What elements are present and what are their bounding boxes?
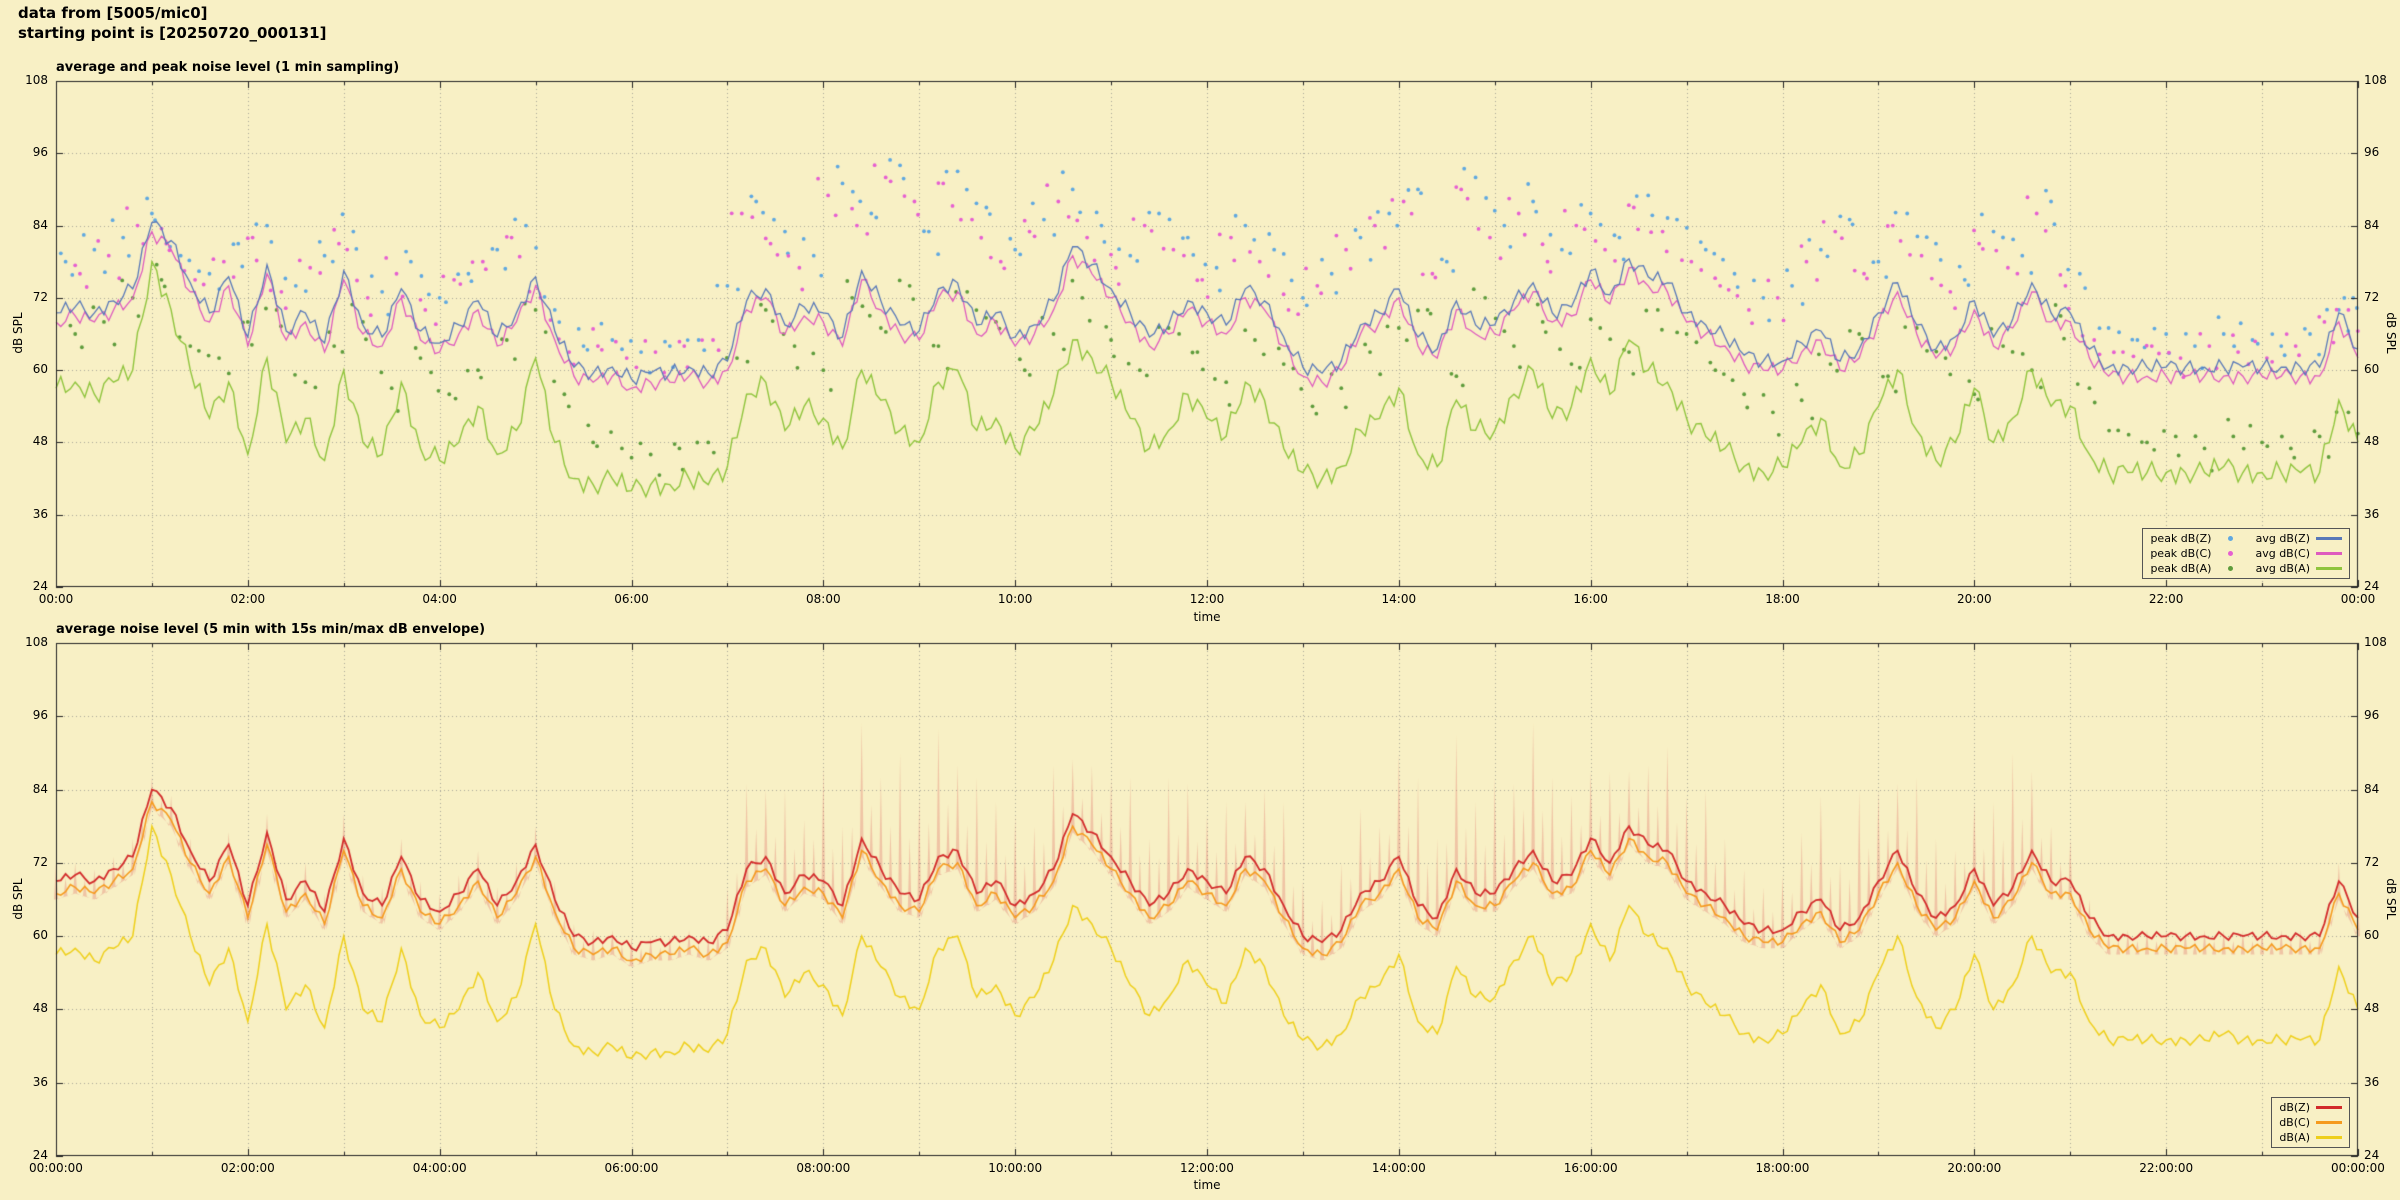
- header: data from [5005/mic0] starting point is …: [18, 4, 326, 43]
- bottom-chart-title: average noise level (5 min with 15s min/…: [56, 622, 486, 637]
- bottom-chart-y2label: dB SPL: [2384, 878, 2398, 920]
- top-chart-ylabel: dB SPL: [11, 312, 25, 354]
- bottom-chart-ylabel: dB SPL: [11, 878, 25, 920]
- header-line-2: starting point is [20250720_000131]: [18, 23, 327, 42]
- header-line-1: data from [5005/mic0]: [18, 4, 208, 22]
- top-chart-y2label: dB SPL: [2384, 312, 2398, 354]
- bottom-chart-xlabel: time: [1193, 1178, 1221, 1192]
- top-chart-xlabel: time: [1193, 610, 1221, 624]
- top-chart-title: average and peak noise level (1 min samp…: [56, 60, 400, 75]
